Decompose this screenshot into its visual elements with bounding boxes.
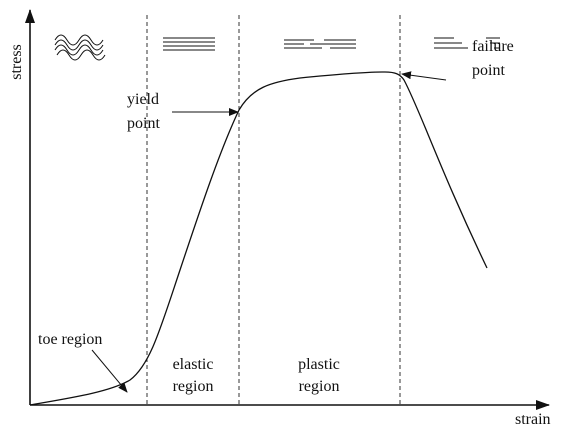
arrow xyxy=(402,74,446,80)
annotation: yield xyxy=(127,91,159,108)
annotation: failure xyxy=(472,38,514,55)
region-label: plastic xyxy=(298,356,340,373)
fiber-icons xyxy=(55,35,500,60)
region-label: region xyxy=(299,378,340,395)
region-label: elastic xyxy=(173,356,214,373)
x-axis-label: strain xyxy=(515,411,551,428)
annotation: point xyxy=(472,62,505,79)
annotation: point xyxy=(127,115,160,132)
arrow xyxy=(92,350,127,392)
region-label: region xyxy=(173,378,214,395)
diagram: stress strain toe region elastic region … xyxy=(0,0,561,430)
y-axis-label: stress xyxy=(8,44,25,80)
region-label: toe region xyxy=(38,331,102,348)
stress-strain-curve xyxy=(30,72,487,405)
